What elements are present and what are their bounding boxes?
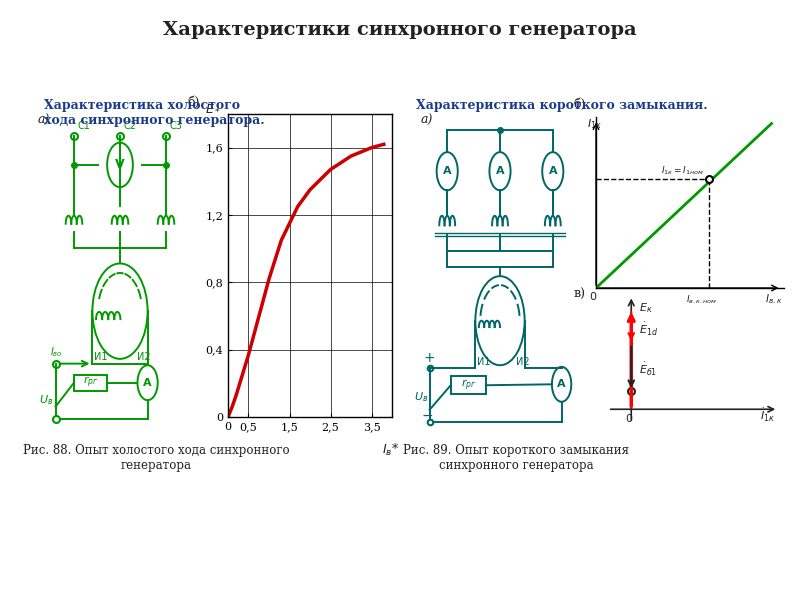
Text: A: A bbox=[549, 166, 557, 176]
Text: $-$: $-$ bbox=[421, 408, 433, 422]
Text: 0: 0 bbox=[590, 292, 597, 302]
Text: $+$: $+$ bbox=[422, 351, 434, 365]
Text: A: A bbox=[496, 166, 504, 176]
Text: а): а) bbox=[421, 113, 433, 127]
Text: С3: С3 bbox=[170, 121, 182, 131]
Text: $I_{в.к}$: $I_{в.к}$ bbox=[766, 292, 782, 306]
Bar bbox=[450, 376, 486, 394]
Text: $I_{в.к.ном}$: $I_{в.к.ном}$ bbox=[686, 293, 718, 306]
Text: $U_в$: $U_в$ bbox=[39, 394, 54, 407]
Text: Рис. 89. Опыт короткого замыкания
синхронного генератора: Рис. 89. Опыт короткого замыкания синхро… bbox=[403, 444, 629, 472]
Text: $r_{рг}$: $r_{рг}$ bbox=[461, 377, 476, 393]
Text: $U_в$: $U_в$ bbox=[414, 390, 428, 404]
Text: $E_к$: $E_к$ bbox=[639, 301, 653, 315]
Text: а): а) bbox=[38, 113, 50, 127]
Text: A: A bbox=[443, 166, 451, 176]
Text: $\dot{E}_{б1}$: $\dot{E}_{б1}$ bbox=[639, 361, 658, 379]
Text: б): б) bbox=[574, 98, 586, 112]
Text: $I_{во}$: $I_{во}$ bbox=[50, 346, 63, 359]
Text: И1: И1 bbox=[477, 357, 490, 367]
Bar bbox=[74, 375, 107, 391]
Text: $E_*$: $E_*$ bbox=[206, 101, 222, 113]
Text: $r_{рг}$: $r_{рг}$ bbox=[82, 375, 98, 391]
Text: A: A bbox=[558, 379, 566, 389]
Text: б): б) bbox=[187, 95, 199, 109]
Text: A: A bbox=[143, 378, 152, 388]
Text: $I_{1к}$: $I_{1к}$ bbox=[587, 118, 602, 131]
Text: $\dot{E}_{1d}$: $\dot{E}_{1d}$ bbox=[639, 322, 658, 338]
Text: 0: 0 bbox=[626, 414, 632, 424]
Text: $\dot{I}_{1к}$: $\dot{I}_{1к}$ bbox=[761, 407, 775, 424]
Text: $I_{1к} = I_{1ном}$: $I_{1к} = I_{1ном}$ bbox=[661, 164, 704, 177]
Text: И2: И2 bbox=[138, 352, 151, 362]
Text: С2: С2 bbox=[124, 121, 137, 131]
Text: V: V bbox=[115, 158, 125, 172]
Text: в): в) bbox=[574, 288, 586, 301]
Text: И2: И2 bbox=[516, 357, 530, 367]
Text: С1: С1 bbox=[78, 121, 90, 131]
Text: Характеристика холостого
хода синхронного генератора.: Характеристика холостого хода синхронног… bbox=[44, 99, 265, 127]
Text: $I_в$*: $I_в$* bbox=[382, 442, 399, 458]
Text: Характеристика короткого замыкания.: Характеристика короткого замыкания. bbox=[416, 99, 708, 112]
Text: Характеристики синхронного генератора: Характеристики синхронного генератора bbox=[163, 21, 637, 39]
Text: Рис. 88. Опыт холостого хода синхронного
генератора: Рис. 88. Опыт холостого хода синхронного… bbox=[22, 444, 290, 472]
Text: И1: И1 bbox=[94, 352, 108, 362]
